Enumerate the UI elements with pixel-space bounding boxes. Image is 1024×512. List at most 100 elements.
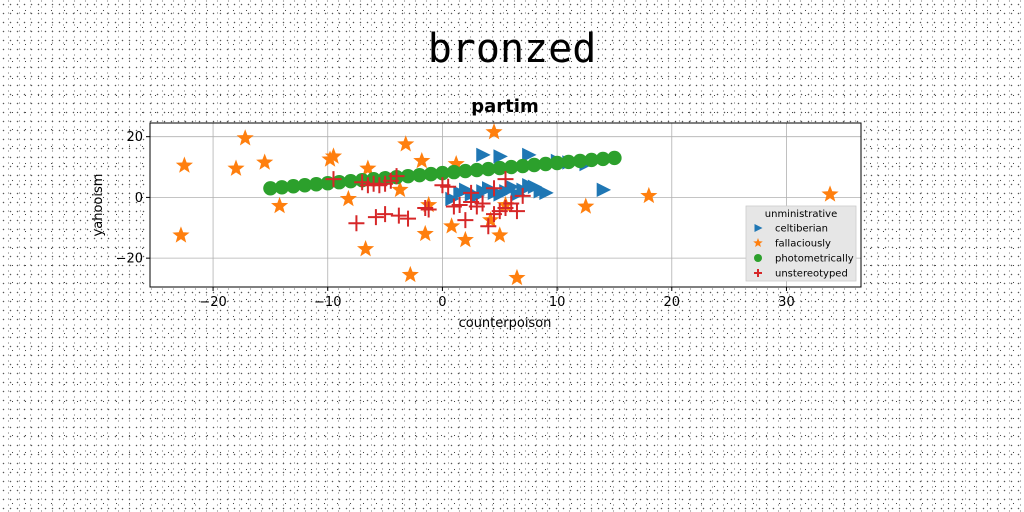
data-point — [486, 180, 503, 197]
data-point — [377, 206, 394, 223]
data-point — [491, 226, 509, 243]
data-point — [497, 171, 514, 188]
data-point — [443, 217, 461, 234]
legend: unministrative celtiberian fallaciously ph… — [745, 205, 857, 282]
data-point — [456, 230, 474, 248]
data-point — [504, 179, 520, 194]
data-point — [508, 268, 526, 286]
y-tick-label: −20 — [116, 252, 143, 267]
data-point — [492, 160, 507, 176]
legend-entries: celtiberian fallaciously photometrically un… — [753, 224, 854, 280]
x-tick-label: 20 — [664, 295, 681, 310]
data-point — [286, 179, 301, 194]
data-point — [400, 210, 417, 227]
data-point — [397, 135, 415, 152]
axis-ticks: −20 −10 0 10 20 30 −20 0 20 — [116, 130, 795, 310]
data-point — [343, 174, 358, 189]
data-point — [474, 195, 491, 212]
data-point — [446, 164, 462, 180]
series-unstereotyped — [325, 168, 531, 235]
data-point — [172, 226, 190, 243]
data-point — [508, 203, 525, 220]
data-point — [417, 200, 434, 217]
data-point — [391, 180, 409, 198]
data-point — [445, 191, 460, 207]
x-tick-label: 30 — [778, 295, 795, 310]
data-point — [539, 185, 554, 201]
data-point — [388, 168, 405, 185]
data-point — [572, 153, 588, 169]
data-point — [390, 207, 407, 224]
data-point — [447, 155, 465, 172]
legend-label-photometrically: photometrically — [775, 254, 854, 265]
data-point — [457, 212, 474, 229]
data-point — [400, 168, 416, 184]
legend-box — [745, 205, 857, 282]
data-point — [481, 161, 496, 177]
data-point — [596, 182, 612, 198]
legend-marker-unstereotyped — [754, 269, 762, 277]
figure-suptitle: bronzed — [427, 26, 597, 72]
legend-label-unstereotyped: unstereotyped — [775, 269, 848, 280]
data-point — [463, 184, 480, 201]
y-tick-label: 20 — [126, 130, 143, 145]
data-point — [607, 150, 622, 166]
data-point — [469, 162, 485, 178]
data-point — [440, 178, 457, 195]
data-point — [236, 129, 254, 146]
x-tick-label: −10 — [314, 295, 341, 310]
data-point — [263, 181, 278, 196]
data-point — [514, 187, 531, 204]
data-point — [357, 240, 375, 257]
legend-label-fallaciously: fallaciously — [775, 239, 831, 250]
data-point — [522, 147, 537, 163]
x-tick-label: 0 — [438, 295, 446, 310]
data-point — [435, 165, 450, 181]
data-point — [297, 178, 313, 193]
data-point — [416, 224, 434, 242]
data-point — [584, 152, 599, 168]
data-point — [458, 163, 473, 179]
x-tick-label: 10 — [549, 295, 566, 310]
data-point — [493, 149, 508, 164]
series-photometrically — [263, 150, 622, 196]
data-point — [480, 218, 497, 235]
data-point — [348, 215, 365, 232]
data-point — [526, 157, 542, 173]
data-point — [339, 189, 357, 207]
data-point — [538, 156, 553, 172]
plot-frame — [149, 122, 862, 288]
y-axis-label: yahooism — [91, 174, 106, 237]
legend-marker-celtiberian — [754, 224, 763, 232]
legend-title: unministrative — [765, 209, 837, 220]
data-point — [321, 150, 339, 167]
data-point — [821, 185, 839, 202]
data-point — [412, 167, 427, 183]
data-point — [595, 151, 611, 167]
data-point — [401, 265, 419, 283]
data-point — [309, 177, 324, 192]
data-point — [451, 197, 468, 213]
data-point — [413, 151, 431, 169]
series-celtiberian — [445, 147, 612, 207]
data-point — [324, 147, 343, 164]
data-point — [476, 147, 491, 163]
y-tick-label: 0 — [135, 191, 143, 206]
legend-label-celtiberian: celtiberian — [775, 224, 828, 235]
data-point — [485, 123, 503, 140]
data-point — [271, 196, 289, 214]
plot-series — [172, 123, 839, 286]
data-point — [359, 159, 377, 176]
chart-title: partim — [471, 96, 538, 117]
data-point — [549, 155, 565, 171]
legend-marker-fallaciously — [753, 238, 763, 248]
data-point — [274, 180, 290, 195]
data-point — [420, 201, 437, 218]
data-point — [227, 159, 245, 176]
data-point — [577, 197, 595, 214]
data-point — [256, 153, 274, 170]
legend-marker-photometrically — [754, 254, 762, 262]
data-point — [175, 156, 193, 173]
data-point — [482, 211, 500, 228]
